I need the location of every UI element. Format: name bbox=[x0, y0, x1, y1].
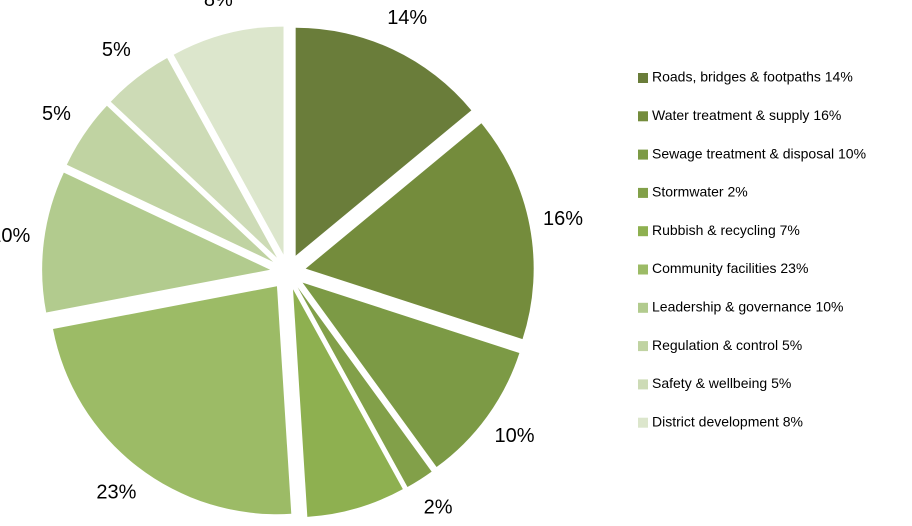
pie-slice bbox=[53, 286, 292, 515]
pie-slice bbox=[173, 26, 284, 255]
pie-slice bbox=[110, 57, 277, 258]
pie-slice bbox=[295, 27, 472, 256]
legend-swatch bbox=[638, 149, 648, 160]
legend-swatch bbox=[638, 226, 648, 237]
legend-swatch bbox=[638, 341, 648, 352]
legend-swatch bbox=[638, 73, 648, 83]
pie-slice bbox=[293, 289, 403, 517]
data-label: 5% bbox=[102, 39, 131, 61]
legend-swatch bbox=[638, 379, 648, 390]
legend-label: Regulation & control 5% bbox=[652, 337, 802, 353]
data-label: 2% bbox=[424, 497, 453, 519]
data-label: 8% bbox=[204, 0, 233, 11]
pie-slice bbox=[305, 123, 534, 340]
pie-slice bbox=[42, 172, 271, 313]
pie-slice bbox=[66, 105, 274, 262]
legend-swatch bbox=[638, 264, 648, 275]
legend-label: District development 8% bbox=[652, 413, 803, 429]
legend-label: Water treatment & supply 16% bbox=[652, 107, 841, 123]
data-label: 16% bbox=[543, 208, 583, 230]
legend-label: Stormwater 2% bbox=[652, 184, 748, 200]
legend-label: Sewage treatment & disposal 10% bbox=[652, 145, 866, 161]
legend-swatch bbox=[638, 417, 648, 428]
pie-slice bbox=[297, 287, 432, 487]
data-label: 5% bbox=[42, 103, 71, 125]
legend-swatch bbox=[638, 302, 648, 313]
legend-label: Roads, bridges & footpaths 14% bbox=[652, 69, 853, 85]
legend-label: Safety & wellbeing 5% bbox=[652, 375, 791, 391]
data-label: 10% bbox=[495, 425, 535, 447]
pie-slice bbox=[302, 282, 520, 468]
legend-label: Leadership & governance 10% bbox=[652, 299, 843, 315]
legend-label: Rubbish & recycling 7% bbox=[652, 222, 800, 238]
data-label: 14% bbox=[387, 7, 427, 29]
data-label: 10% bbox=[0, 225, 30, 247]
legend-label: Community facilities 23% bbox=[652, 260, 808, 276]
legend-swatch bbox=[638, 111, 648, 122]
data-label: 23% bbox=[96, 482, 136, 504]
legend-swatch bbox=[638, 187, 648, 198]
